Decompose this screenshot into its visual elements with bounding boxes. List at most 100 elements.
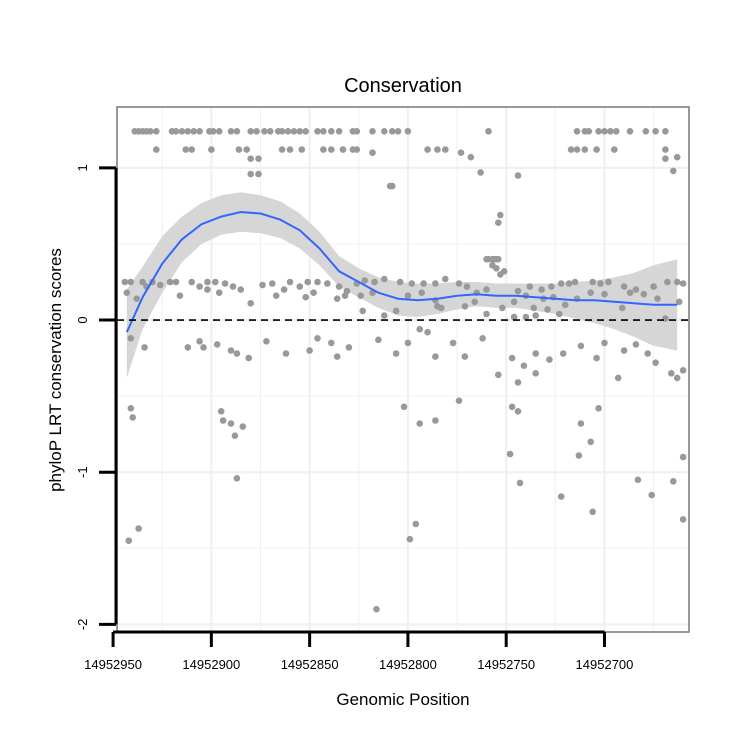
data-point <box>495 255 502 263</box>
data-point <box>605 278 612 286</box>
data-point <box>153 146 160 153</box>
data-point <box>320 146 327 153</box>
data-point <box>345 344 353 351</box>
data-point <box>121 278 129 286</box>
data-point <box>412 520 420 528</box>
data-point <box>571 278 579 286</box>
data-point <box>306 347 313 354</box>
data-point <box>679 367 687 374</box>
data-point <box>565 280 573 287</box>
data-point <box>673 153 681 161</box>
data-point <box>176 292 184 300</box>
x-tick-label: 14952900 <box>182 657 240 672</box>
data-point <box>593 146 600 153</box>
data-point <box>190 128 197 135</box>
data-point <box>495 219 502 226</box>
data-point <box>404 339 412 347</box>
data-point <box>215 128 223 135</box>
data-point <box>652 128 659 135</box>
data-point <box>400 403 408 411</box>
data-point <box>418 289 426 297</box>
data-point <box>147 128 154 135</box>
data-point <box>497 211 504 219</box>
data-point <box>381 128 388 135</box>
x-tick-label: 14952850 <box>281 657 339 672</box>
data-point <box>166 278 174 286</box>
data-point <box>247 128 254 135</box>
data-point <box>404 292 412 300</box>
data-point <box>219 417 227 424</box>
data-point <box>577 342 585 350</box>
data-point <box>457 149 465 156</box>
data-point <box>253 128 260 135</box>
data-point <box>227 347 235 354</box>
data-point <box>548 283 555 290</box>
data-point <box>227 128 235 135</box>
data-point <box>508 403 516 411</box>
data-point <box>546 356 553 363</box>
data-point <box>670 478 677 485</box>
data-point <box>328 339 335 347</box>
data-point <box>557 280 565 287</box>
data-point <box>381 312 388 319</box>
data-point <box>544 306 551 313</box>
data-point <box>601 128 608 135</box>
x-tick-label: 14952750 <box>477 657 535 672</box>
data-point <box>611 146 618 153</box>
data-point <box>135 525 142 532</box>
data-point <box>369 128 376 135</box>
data-point <box>664 278 671 286</box>
data-point <box>196 283 203 290</box>
data-point <box>613 128 620 135</box>
data-point <box>424 146 431 153</box>
data-point <box>432 417 439 424</box>
data-point <box>632 286 640 293</box>
data-point <box>129 414 136 421</box>
data-point <box>567 146 575 153</box>
data-point <box>662 155 669 162</box>
data-point <box>593 354 600 362</box>
data-point <box>679 516 687 523</box>
data-point <box>493 265 500 272</box>
chart-title: Conservation <box>344 75 462 97</box>
x-tick-label: 14952950 <box>84 657 142 672</box>
data-point <box>477 169 484 176</box>
data-point <box>679 280 687 287</box>
data-point <box>272 292 280 300</box>
data-point <box>679 453 687 461</box>
data-point <box>200 344 207 351</box>
data-point <box>247 300 254 307</box>
data-point <box>217 408 225 415</box>
data-point <box>483 310 490 318</box>
data-point <box>461 303 469 310</box>
data-point <box>227 420 235 427</box>
data-point <box>434 146 441 153</box>
data-point <box>654 295 661 303</box>
data-point <box>278 146 286 153</box>
data-point <box>463 283 471 290</box>
data-point <box>359 307 367 315</box>
data-point <box>141 344 148 351</box>
data-point <box>239 423 247 430</box>
data-point <box>508 354 516 362</box>
data-point <box>497 271 504 278</box>
data-point <box>361 277 369 284</box>
y-axis: 1 0 -1 -2 <box>75 164 118 630</box>
data-point <box>577 420 585 427</box>
data-point <box>196 338 203 345</box>
x-tick-label: 14952800 <box>379 657 437 672</box>
data-point <box>483 286 490 293</box>
data-point <box>153 128 160 135</box>
data-point <box>662 128 669 135</box>
data-point <box>133 295 140 303</box>
data-point <box>280 286 288 293</box>
data-point <box>499 304 506 312</box>
data-point <box>373 605 380 613</box>
data-point <box>247 170 254 178</box>
data-point <box>286 146 294 153</box>
data-point <box>495 371 502 379</box>
data-point <box>212 278 219 286</box>
data-point <box>532 370 539 377</box>
data-point <box>538 286 545 293</box>
data-point <box>233 128 241 135</box>
